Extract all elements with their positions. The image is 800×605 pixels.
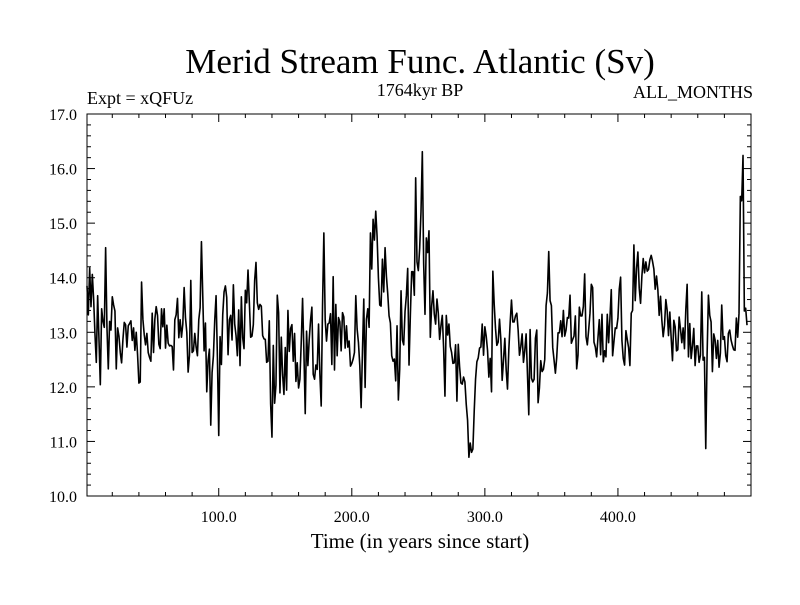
experiment-label: Expt = xQFUz bbox=[87, 88, 193, 108]
y-tick-label: 13.0 bbox=[49, 325, 77, 342]
y-tick-label: 10.0 bbox=[49, 489, 77, 506]
x-tick-label: 200.0 bbox=[334, 509, 370, 526]
axes: 10.0 11.0 12.0 13.0 14.0 15.0 16.0 17.0 100.0 200… bbox=[49, 107, 751, 526]
x-tick-label: 400.0 bbox=[600, 509, 636, 526]
x-axis-label: Time (in years since start) bbox=[311, 529, 530, 553]
y-tick-label: 15.0 bbox=[49, 216, 77, 233]
x-tick-label: 100.0 bbox=[201, 509, 237, 526]
chart-title: Merid Stream Func. Atlantic (Sv) bbox=[185, 42, 655, 81]
plot-frame bbox=[86, 113, 752, 497]
months-label: ALL_MONTHS bbox=[633, 82, 753, 102]
chart-subtitle: 1764kyr BP bbox=[377, 80, 464, 100]
y-tick-label: 14.0 bbox=[49, 271, 77, 288]
y-tick-label: 11.0 bbox=[50, 434, 77, 451]
x-tick-label: 300.0 bbox=[467, 509, 503, 526]
y-tick-label: 12.0 bbox=[49, 380, 77, 397]
series-group bbox=[86, 150, 748, 459]
y-tick-label: 17.0 bbox=[49, 107, 77, 124]
y-tick-label: 16.0 bbox=[49, 162, 77, 179]
series-line bbox=[86, 150, 748, 459]
